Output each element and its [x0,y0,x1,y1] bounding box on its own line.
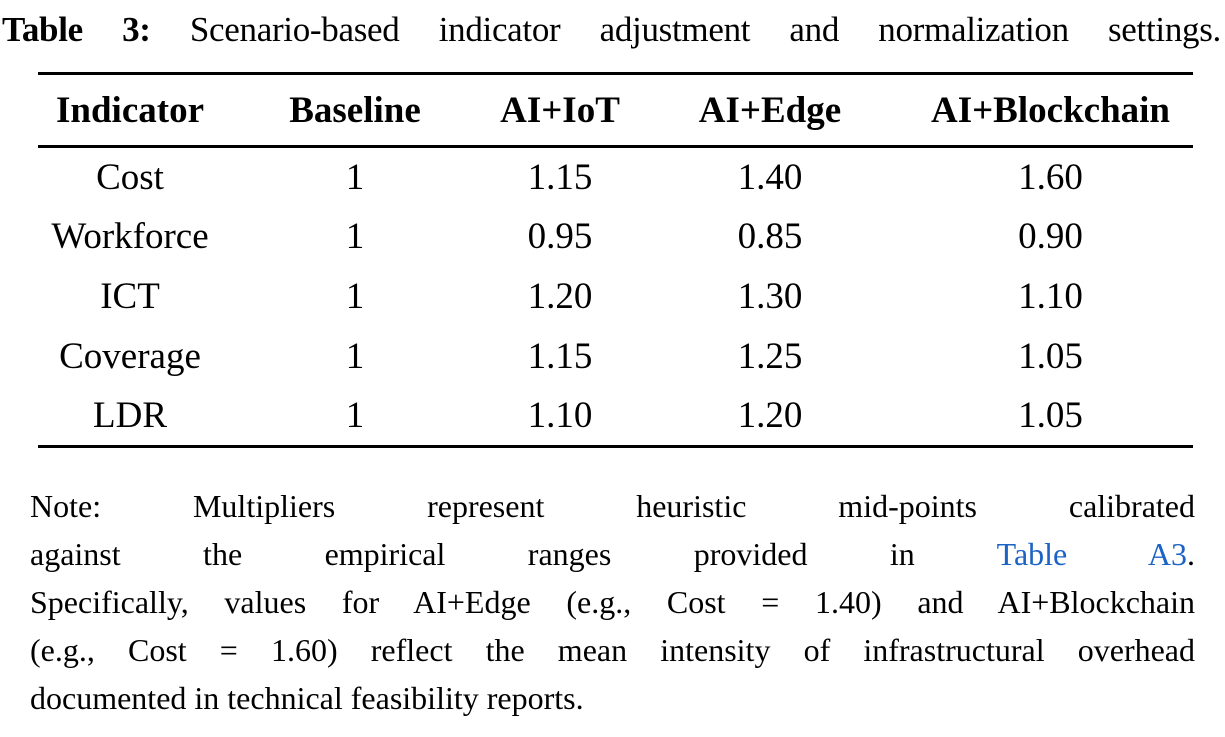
column-header-indicator: Indicator [56,89,204,131]
value-cell: 1.05 [1018,336,1083,377]
row-label-workforce: Workforce [51,216,209,257]
column-header-ai-blockchain: AI+Blockchain [930,89,1171,131]
value-cell: 1.40 [737,156,803,198]
value-cell: 0.95 [527,216,593,257]
table-caption: Table 3: Scenario-based indicator adjust… [2,6,1221,54]
caption-text: Scenario-based indicator adjustment and … [189,10,1221,49]
row-label-ldr: LDR [93,395,167,437]
row-label-ict: ICT [100,276,160,317]
value-cell: 0.85 [737,216,803,257]
value-cell: 1 [345,276,365,317]
value-cell: 1 [345,336,365,377]
row-label-coverage: Coverage [59,336,201,377]
note-line-4: (e.g., Cost = 1.60) reflect the mean int… [30,632,1195,668]
column-header-baseline: Baseline [289,89,421,131]
table-row-ict: ICT 1 1.20 1.30 1.10 [38,267,1193,327]
table-row-ldr: LDR 1 1.10 1.20 1.05 [38,387,1193,447]
value-cell: 1.15 [527,336,593,377]
value-cell: 1.05 [1018,395,1083,437]
value-cell: 1.15 [527,156,593,198]
value-cell: 1.20 [737,395,803,437]
note-line-5: documented in technical feasibility repo… [30,680,584,716]
paper-table-figure: Table 3: Scenario-based indicator adjust… [0,6,1225,737]
value-cell: 1 [345,395,365,437]
value-cell: 0.90 [1018,216,1083,257]
value-cell: 1.25 [737,336,803,377]
caption-label: Table 3: [2,10,151,49]
value-cell: 1.20 [527,276,593,317]
column-header-ai-iot: AI+IoT [500,89,620,131]
value-cell: 1.10 [1018,276,1083,317]
table-row-cost: Cost 1 1.15 1.40 1.60 [38,147,1193,207]
value-cell: 1 [345,156,365,198]
row-label-cost: Cost [96,156,164,198]
indicator-settings-table: Indicator Baseline AI+IoT AI+Edge AI+Blo… [38,72,1193,448]
table-a3-link[interactable]: Table A3 [996,536,1188,572]
header-row: Indicator Baseline AI+IoT AI+Edge AI+Blo… [38,74,1193,147]
table-note: Note: Multipliers represent heuristic mi… [30,482,1195,722]
note-line-2-suffix: . [1187,536,1196,572]
column-header-ai-edge: AI+Edge [698,89,842,131]
table-row-coverage: Coverage 1 1.15 1.25 1.05 [38,327,1193,387]
value-cell: 1.30 [737,276,803,317]
value-cell: 1.10 [527,395,593,437]
note-line-1: Note: Multipliers represent heuristic mi… [30,488,1195,524]
value-cell: 1 [345,216,365,257]
value-cell: 1.60 [1018,156,1083,198]
table-row-workforce: Workforce 1 0.95 0.85 0.90 [38,207,1193,267]
note-line-2-prefix: against the empirical ranges provided in [30,536,915,572]
note-line-2: against the empirical ranges provided in… [30,530,1195,578]
note-line-3: Specifically, values for AI+Edge (e.g., … [30,584,1195,620]
